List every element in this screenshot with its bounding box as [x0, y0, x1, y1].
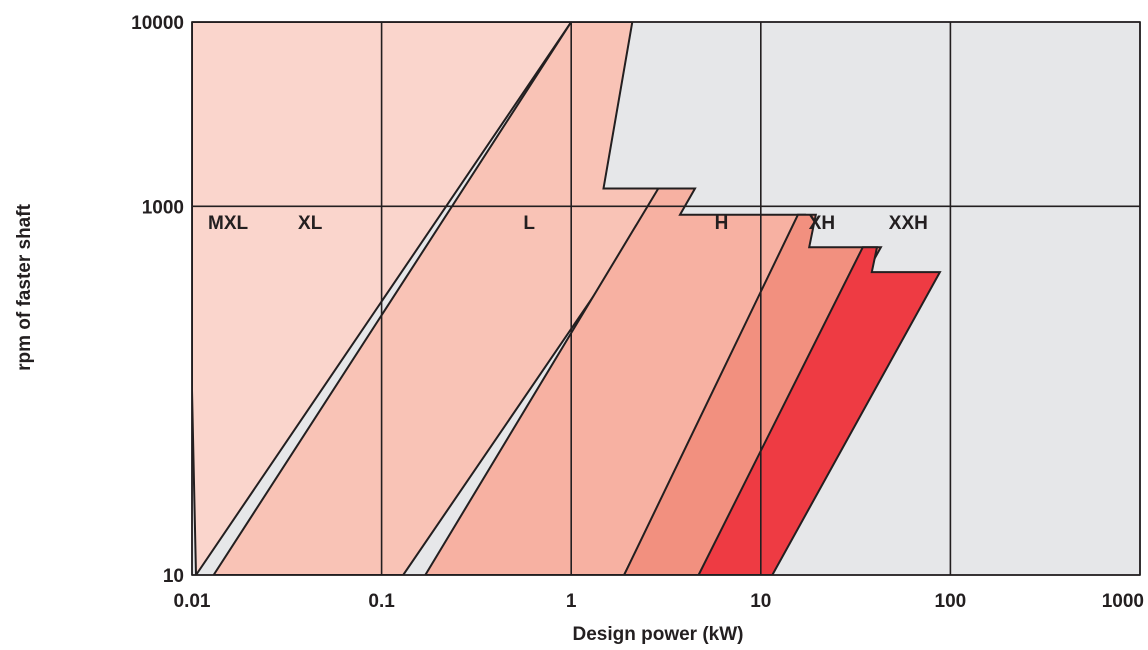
x-tick-label: 1: [566, 591, 577, 612]
x-tick-label: 100: [935, 591, 967, 612]
region-h: [424, 187, 807, 575]
region-xxh: [697, 246, 942, 575]
y-tick-label: 10000: [131, 13, 184, 34]
x-tick-label: 1000: [1102, 591, 1144, 612]
region-labels: MXL XL L H XH XXH: [208, 213, 928, 234]
x-tick-label: 0.1: [368, 591, 395, 612]
region-label-xxh: XXH: [889, 213, 928, 234]
x-axis-ticks: 0.01 0.1 1 10 100 1000: [174, 591, 1144, 612]
x-tick-label: 10: [750, 591, 771, 612]
y-axis-title: rpm of faster shaft: [14, 203, 35, 370]
region-label-mxl: MXL: [208, 213, 249, 234]
region-label-l: L: [523, 213, 535, 234]
x-tick-label: 0.01: [174, 591, 211, 612]
gridlines: [191, 21, 1141, 576]
region-xh: [622, 213, 883, 575]
plot-frame: [191, 21, 1141, 576]
region-label-xl: XL: [298, 213, 323, 234]
y-axis-ticks: 10 1000 10000: [131, 13, 184, 587]
x-axis-title: Design power (kW): [572, 624, 743, 645]
y-tick-label: 10: [163, 566, 184, 587]
y-tick-label: 1000: [142, 197, 184, 218]
region-label-h: H: [715, 213, 729, 234]
region-l: [212, 22, 669, 575]
region-label-xh: XH: [809, 213, 835, 234]
